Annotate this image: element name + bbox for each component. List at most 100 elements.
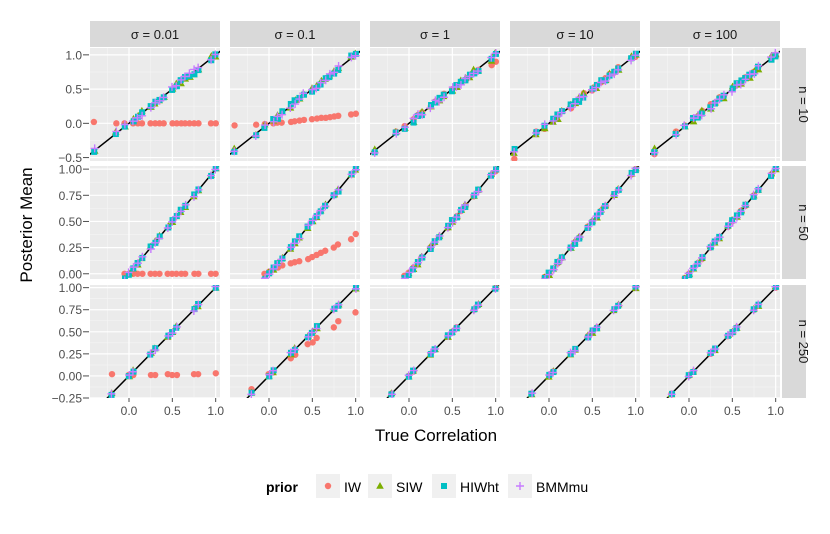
point-iw — [147, 120, 154, 127]
facet-panels — [90, 48, 780, 398]
point-bmmmu — [304, 332, 313, 341]
point-bmmmu — [697, 111, 706, 120]
point-bmmmu — [706, 242, 715, 251]
point-bmmmu — [112, 127, 121, 136]
point-iw — [309, 339, 316, 346]
point-bmmmu — [689, 114, 698, 123]
point-bmmmu — [470, 190, 479, 199]
point-iw — [139, 270, 146, 277]
point-bmmmu — [698, 253, 707, 262]
row-strip-label: n = 10 — [796, 86, 811, 123]
point-bmmmu — [571, 99, 580, 108]
col-strip — [510, 21, 640, 47]
point-iw — [181, 120, 189, 127]
point-bmmmu — [194, 185, 203, 194]
point-bmmmu — [741, 201, 750, 210]
point-bmmmu — [194, 63, 203, 72]
point-bmmmu — [549, 368, 558, 377]
point-bmmmu — [631, 166, 640, 173]
x-tick-label: 0.0 — [401, 404, 418, 418]
x-tick-label: 0.0 — [121, 404, 138, 418]
point-bmmmu — [723, 331, 732, 340]
point-bmmmu — [90, 144, 99, 153]
point-bmmmu — [409, 114, 418, 123]
point-bmmmu — [510, 147, 519, 156]
row-strip-label: n = 50 — [796, 204, 811, 241]
y-tick-label: −0.5 — [58, 151, 82, 165]
point-bmmmu — [689, 264, 698, 273]
panel — [90, 48, 220, 161]
point-bmmmu — [570, 237, 579, 246]
row-strip — [782, 166, 806, 279]
point-bmmmu — [587, 328, 596, 337]
x-axis-title: True Correlation — [375, 426, 497, 445]
point-bmmmu — [749, 306, 758, 315]
point-bmmmu — [435, 231, 444, 240]
y-tick-label: 0.75 — [59, 303, 83, 317]
point-bmmmu — [557, 108, 566, 117]
point-bmmmu — [710, 237, 719, 246]
point-bmmmu — [168, 82, 177, 91]
point-bmmmu — [312, 84, 321, 93]
point-iw — [252, 121, 260, 128]
point-bmmmu — [211, 166, 220, 174]
point-bmmmu — [627, 56, 636, 65]
point-iw — [318, 114, 325, 122]
point-iw — [330, 324, 338, 331]
point-bmmmu — [689, 366, 698, 375]
point-hiwht — [611, 306, 618, 313]
x-tick-label: 0.0 — [541, 404, 558, 418]
panel-background — [230, 285, 360, 398]
point-iw — [352, 230, 359, 238]
legend-label-iw: IW — [344, 479, 362, 495]
point-bmmmu — [146, 103, 155, 112]
point-bmmmu — [194, 300, 203, 309]
point-bmmmu — [347, 53, 356, 62]
point-iw — [279, 262, 286, 269]
point-iw — [194, 370, 202, 378]
point-iw — [511, 155, 518, 161]
point-bmmmu — [286, 243, 295, 252]
x-tick-label: 1.0 — [207, 404, 224, 418]
point-bmmmu — [491, 285, 500, 293]
x-tick-label: 1.0 — [487, 404, 504, 418]
point-iw — [334, 241, 342, 248]
point-iw — [207, 120, 215, 127]
point-bmmmu — [528, 389, 537, 398]
point-bmmmu — [579, 92, 588, 101]
panel-content — [650, 285, 780, 398]
point-bmmmu — [601, 201, 610, 210]
point-bmmmu — [592, 212, 601, 221]
point-iw — [151, 371, 159, 379]
point-bmmmu — [211, 285, 220, 291]
point-hiwht — [287, 100, 294, 107]
point-siw — [376, 482, 384, 489]
point-bmmmu — [426, 243, 435, 252]
point-bmmmu — [370, 148, 379, 157]
point-bmmmu — [124, 276, 126, 279]
point-bmmmu — [719, 90, 728, 99]
point-bmmmu — [418, 253, 427, 262]
point-bmmmu — [190, 65, 199, 74]
point-bmmmu — [120, 120, 129, 129]
point-bmmmu — [732, 213, 741, 222]
x-tick-label: 1.0 — [347, 404, 364, 418]
point-hiwht — [750, 70, 757, 77]
point-bmmmu — [553, 112, 562, 121]
point-bmmmu — [452, 324, 461, 333]
panel — [90, 166, 220, 279]
point-bmmmu — [107, 389, 116, 398]
point-bmmmu — [312, 211, 321, 220]
point-bmmmu — [265, 270, 274, 279]
point-bmmmu — [549, 116, 558, 125]
col-strip — [90, 21, 220, 47]
point-bmmmu — [260, 274, 269, 279]
point-bmmmu — [715, 95, 724, 104]
point-bmmmu — [728, 328, 737, 337]
legend-label-siw: SIW — [396, 479, 423, 495]
point-bmmmu — [351, 166, 360, 174]
point-iw — [138, 120, 146, 127]
panel — [650, 166, 780, 279]
point-hiwht — [448, 88, 455, 95]
